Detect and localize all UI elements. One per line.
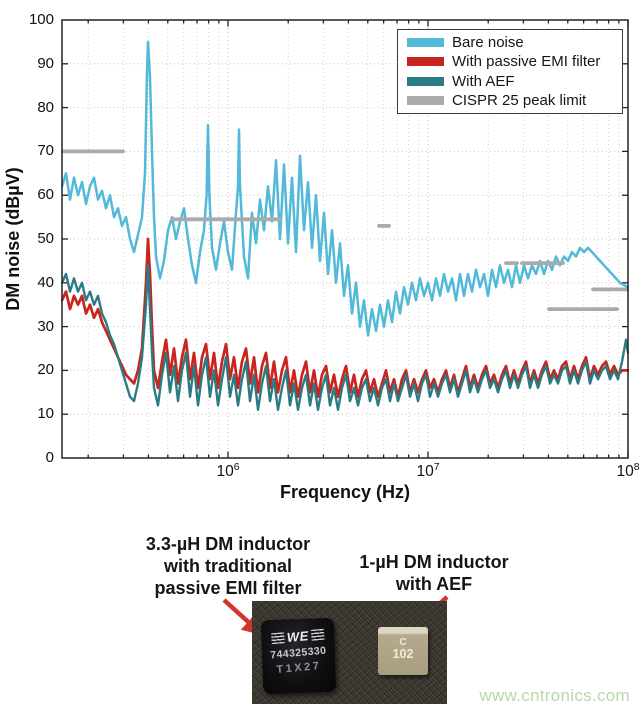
inductor-marking-102: 102 [392, 647, 414, 661]
annotation-line: with AEF [395, 574, 473, 594]
logo-text: WE [286, 628, 310, 645]
legend-label-bare-noise: Bare noise [452, 34, 524, 52]
inductor-marking-c: C [399, 637, 407, 648]
legend-item-bare-noise: Bare noise [407, 34, 622, 51]
y-tick-40: 40 [37, 274, 54, 291]
legend-swatch-aef [407, 76, 444, 86]
legend-label-aef: With AEF [452, 72, 515, 90]
y-tick-60: 60 [37, 186, 54, 203]
y-tick-90: 90 [37, 55, 54, 72]
legend-item-passive-emi-filter: With passive EMI filter [407, 53, 622, 70]
y-tick-70: 70 [37, 142, 54, 159]
legend-swatch-cispr-limit [407, 95, 444, 105]
annotation-line: 3.3-µH DM inductor [145, 534, 311, 554]
legend-swatch-bare-noise [407, 38, 444, 48]
legend-swatch-passive-emi-filter [407, 57, 444, 67]
annotation-aef-inductor: 1-µH DM inductor with AEF [334, 551, 534, 595]
legend-item-cispr-limit: CISPR 25 peak limit [407, 92, 622, 109]
legend-label-passive-emi-filter: With passive EMI filter [452, 53, 601, 71]
y-tick-20: 20 [37, 361, 54, 378]
y-tick-100: 100 [28, 11, 54, 28]
annotation-line: passive EMI filter [154, 578, 302, 598]
legend-label-cispr-limit: CISPR 25 peak limit [452, 91, 587, 109]
x-tick-1e7: 107 [416, 461, 440, 481]
y-tick-10: 10 [37, 405, 54, 422]
logo-stripes-icon [270, 632, 285, 645]
annotation-line: 1-µH DM inductor [359, 552, 509, 572]
y-tick-0: 0 [45, 449, 54, 466]
legend-item-aef: With AEF [407, 73, 622, 90]
watermark: www.cntronics.com [479, 686, 630, 705]
inductor-1uh: C 102 [378, 627, 428, 675]
annotation-line: with traditional [164, 556, 292, 576]
inductor-3p3uh: WE 744325330 T1X27 [260, 617, 337, 695]
x-tick-1e8: 108 [616, 461, 640, 481]
chart-legend: Bare noise With passive EMI filter With … [397, 29, 623, 114]
annotation-passive-filter-inductor: 3.3-µH DM inductor with traditional pass… [98, 533, 358, 599]
x-axis-title: Frequency (Hz) [279, 482, 411, 502]
x-tick-1e6: 106 [216, 461, 240, 481]
inductor-photo: WE 744325330 T1X27 C 102 [252, 601, 447, 704]
y-tick-80: 80 [37, 99, 54, 116]
inductor-lot-code: T1X27 [276, 660, 322, 676]
y-tick-50: 50 [37, 230, 54, 247]
logo-stripes-icon [311, 628, 326, 641]
emi-spectrum-plot [61, 19, 629, 459]
y-tick-30: 30 [37, 318, 54, 335]
